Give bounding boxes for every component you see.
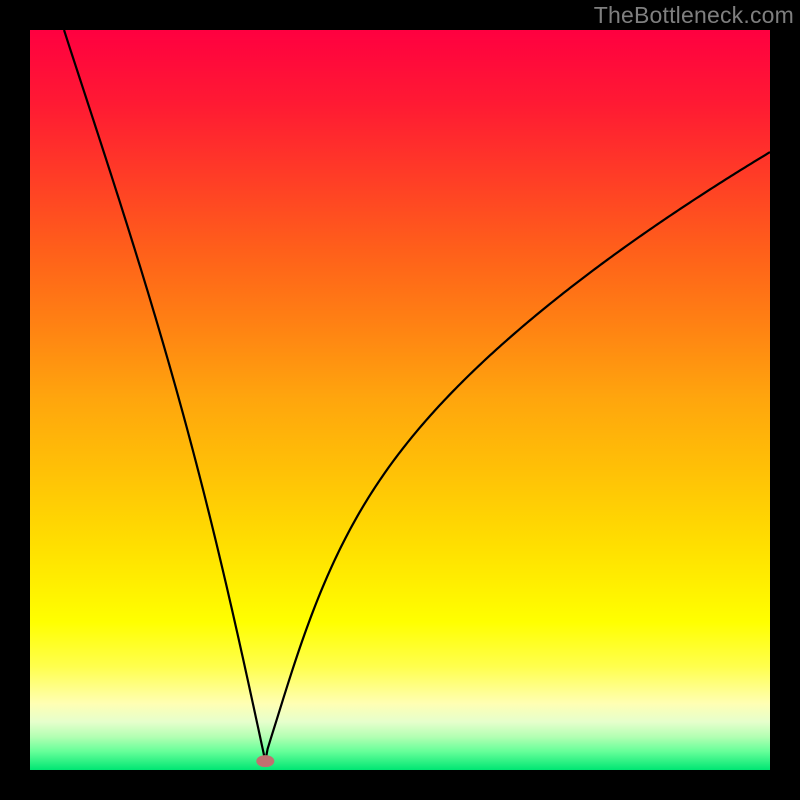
plot-area bbox=[30, 30, 770, 770]
minimum-marker bbox=[256, 755, 274, 767]
watermark-text: TheBottleneck.com bbox=[594, 2, 794, 29]
plot-svg bbox=[30, 30, 770, 770]
gradient-background bbox=[30, 30, 770, 770]
chart-root: TheBottleneck.com bbox=[0, 0, 800, 800]
